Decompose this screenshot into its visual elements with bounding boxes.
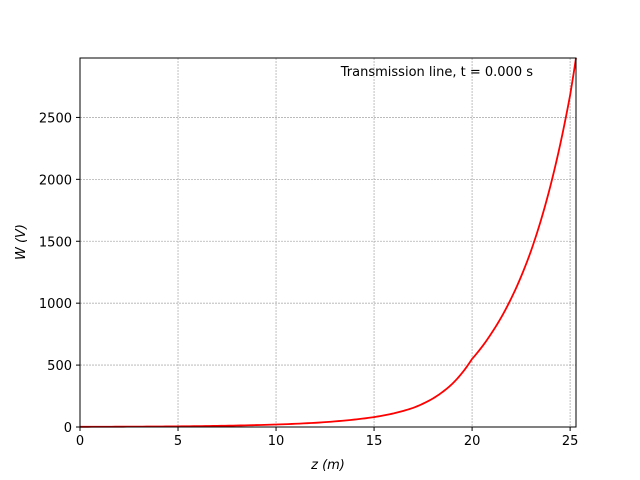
plot-frame [79, 57, 577, 428]
y-tick-label: 2000 [39, 173, 72, 188]
x-tick-label: 20 [464, 434, 481, 449]
x-tick-label: 5 [174, 434, 182, 449]
x-tick-label: 0 [76, 434, 84, 449]
grid-lines [79, 58, 576, 428]
y-tick-label: 1500 [39, 235, 72, 250]
x-axis-label: z (m) [310, 458, 345, 473]
y-tick-label: 2500 [39, 111, 72, 126]
y-tick-label: 0 [64, 421, 72, 436]
y-tick-label: 1000 [39, 297, 72, 312]
y-tick-label: 500 [47, 359, 72, 374]
x-tick-label: 25 [562, 434, 579, 449]
y-axis-label: W (V) [14, 224, 29, 260]
series-line [79, 57, 577, 428]
chart-annotation: Transmission line, t = 0.000 s [340, 65, 533, 80]
x-tick-label: 15 [366, 434, 383, 449]
x-tick-label: 10 [268, 434, 285, 449]
axis-ticks: 0 5 10 15 20 25 0 500 1000 1500 2000 2500 [39, 111, 578, 449]
